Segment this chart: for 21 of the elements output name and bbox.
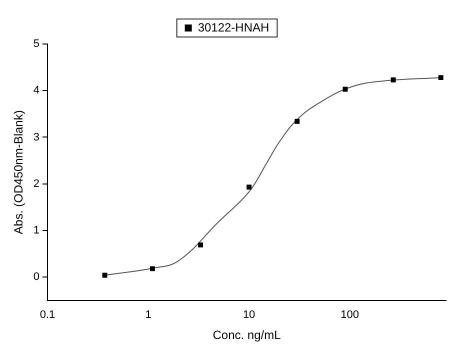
y-tick-label: 5 [33,38,40,50]
x-tick-label: 10 [242,309,256,322]
y-tick-label: 4 [33,84,40,97]
point [102,272,108,278]
y-tick-label: 0 [33,271,40,284]
x-tick-label: 0.1 [40,309,56,322]
x-axis-title: Conc. ng/mL [212,328,282,342]
point [390,77,396,82]
y-axis-title: Abs. (OD450nm-Blank) [12,110,26,234]
point [294,118,300,124]
y-tick-label: 2 [33,178,40,190]
y-tick-label: 3 [33,131,40,144]
point [246,184,252,190]
x-tick-label: 1 [145,309,152,322]
point [150,266,155,272]
point [198,242,204,248]
legend-label: 30122-HNAH [198,20,270,34]
point [342,86,348,92]
y-tick-label: 1 [33,224,40,237]
x-tick-label: 100 [340,309,360,322]
point [438,75,444,80]
